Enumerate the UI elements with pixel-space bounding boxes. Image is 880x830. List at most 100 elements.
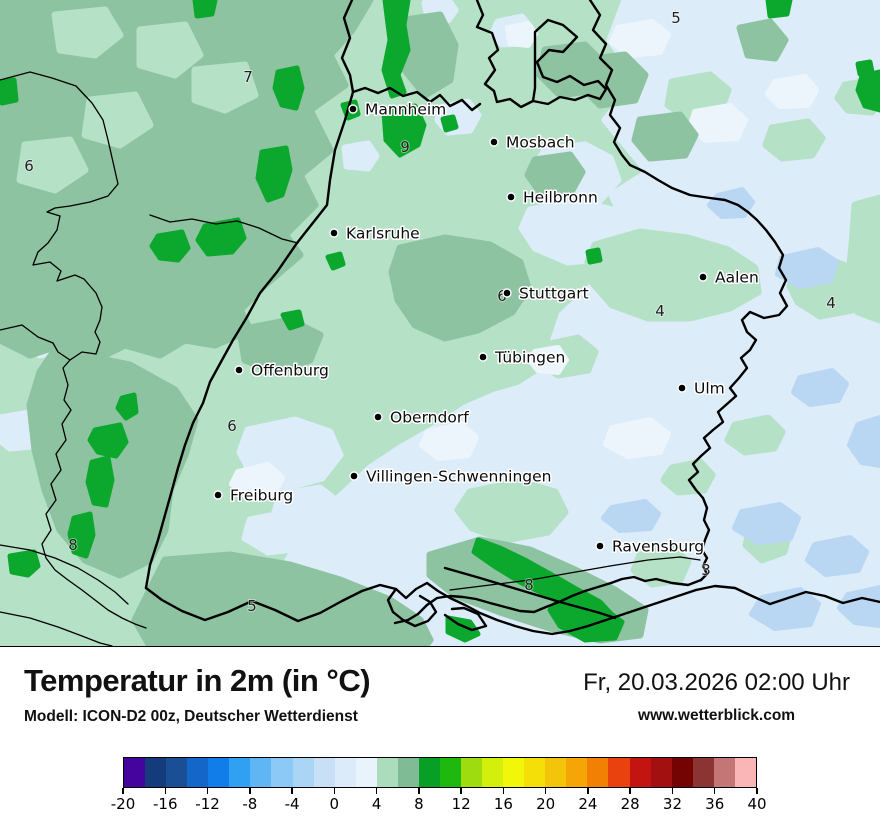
colorbar-tick-label: 24	[578, 795, 598, 813]
city-marker-t-bingen: Tübingen	[478, 347, 567, 368]
city-label: Ravensburg	[612, 538, 704, 556]
temperature-value-label: 9	[400, 138, 410, 156]
colorbar-tickmark	[713, 788, 716, 794]
colorbar-cell	[439, 758, 461, 787]
colorbar-tickmark	[587, 788, 589, 794]
colorbar-tickmark	[756, 788, 758, 794]
city-dot	[489, 137, 499, 147]
city-label: Oberndorf	[390, 409, 469, 427]
colorbar-cell	[587, 758, 609, 787]
temperature-value-label: 5	[671, 9, 681, 27]
colorbar-tickmark	[502, 788, 505, 794]
title-block: Temperatur in 2m (in °C) Modell: ICON-D2…	[24, 663, 371, 726]
colorbar-cell	[671, 758, 693, 787]
colorbar-tickmark	[206, 788, 209, 794]
city-marker-oberndorf: Oberndorf	[373, 407, 471, 428]
colorbar-tick-label: 20	[536, 795, 556, 813]
city-dot	[502, 288, 512, 298]
temperature-value-label: 6	[227, 417, 237, 435]
colorbar-cell	[713, 758, 735, 787]
city-marker-freiburg: Freiburg	[213, 485, 295, 506]
colorbar-cell	[292, 758, 314, 787]
city-dot	[234, 365, 244, 375]
colorbar-tickmark	[333, 788, 336, 794]
temperature-value-label: 4	[826, 294, 836, 312]
city-marker-aalen: Aalen	[698, 267, 760, 288]
forecast-datetime: Fr, 20.03.2026 02:00 Uhr	[583, 669, 850, 696]
city-label: Ulm	[694, 380, 725, 398]
temperature-value-label: 4	[655, 302, 665, 320]
colorbar-cell	[397, 758, 419, 787]
colorbar-tick-label: 40	[747, 795, 767, 813]
temperature-value-label: 5	[247, 597, 257, 615]
city-marker-offenburg: Offenburg	[234, 360, 330, 381]
temperature-value-label: 7	[243, 68, 253, 86]
colorbar-tick-label: 32	[662, 795, 682, 813]
city-marker-mosbach: Mosbach	[489, 132, 576, 153]
border-lines	[0, 0, 880, 647]
temperature-value-label: 3	[701, 561, 711, 579]
colorbar-tickmark	[629, 788, 631, 794]
cooler-blue-patches	[601, 187, 880, 631]
city-marker-stuttgart: Stuttgart	[502, 283, 590, 304]
dark-green-spots	[0, 0, 880, 643]
city-label: Freiburg	[230, 487, 293, 505]
city-label: Stuttgart	[519, 285, 589, 303]
city-dot	[595, 541, 605, 551]
info-panel: Temperatur in 2m (in °C) Modell: ICON-D2…	[0, 647, 880, 830]
colorbar-tickmark	[122, 788, 124, 794]
colorbar-tickmark	[460, 788, 462, 794]
temperature-value-layer: 5 7 6 9 6 4 4 6 8 5 8 3	[23, 8, 836, 616]
colorbar-tickmark	[544, 788, 547, 794]
temperature-value-label: 6	[497, 287, 507, 305]
temperature-colorbar	[123, 757, 757, 788]
colorbar-tick-label: -20	[110, 795, 136, 813]
temperature-value-label: 6	[24, 157, 34, 175]
city-dot	[478, 352, 488, 362]
colorbar-cell	[566, 758, 588, 787]
city-dot	[677, 383, 687, 393]
colorbar-cell	[482, 758, 504, 787]
website-text: www.wetterblick.com	[638, 707, 796, 724]
city-marker-heilbronn: Heilbronn	[506, 187, 599, 208]
colorbar-cell	[608, 758, 630, 787]
colorbar-cell	[187, 758, 209, 787]
city-label: Tübingen	[494, 349, 565, 367]
colorbar-tick-label: -8	[242, 795, 258, 813]
temperature-value-label: 8	[524, 576, 534, 594]
colorbar-cell	[545, 758, 567, 787]
temperature-map-svg: 5 7 6 9 6 4 4 6 8 5 8 3 Mannheim Mosbach Heilbronn Kar…	[0, 0, 880, 647]
colorbar-tick-label: 4	[371, 795, 382, 813]
colorbar-tick-label: 16	[493, 795, 513, 813]
city-dot	[348, 104, 358, 114]
colorbar-tick-label: 0	[329, 795, 340, 813]
colorbar-tick-label: -12	[195, 795, 220, 813]
colorbar-cell	[692, 758, 714, 787]
city-dot	[506, 192, 516, 202]
colorbar-tick-label: -4	[284, 795, 300, 813]
colorbar-tick-label: 12	[451, 795, 471, 813]
colorbar-tickmark	[291, 788, 293, 794]
map-area: 5 7 6 9 6 4 4 6 8 5 8 3 Mannheim Mosbach Heilbronn Kar…	[0, 0, 880, 647]
mild-green-patches	[454, 71, 880, 588]
city-label: Karlsruhe	[346, 225, 420, 243]
colorbar-tickmark	[671, 788, 674, 794]
colorbar-tick-label: -16	[153, 795, 178, 813]
colorbar-cell	[355, 758, 377, 787]
colorbar-cell	[145, 758, 167, 787]
colorbar-cell	[271, 758, 293, 787]
colorbar-tick-label: 28	[620, 795, 640, 813]
colorbar-cell	[124, 758, 146, 787]
colorbar-tickmark	[418, 788, 420, 794]
model-info: Modell: ICON-D2 00z, Deutscher Wetterdie…	[24, 708, 358, 725]
colorbar-tickmark	[249, 788, 251, 794]
colorbar-cell	[376, 758, 398, 787]
city-marker-layer: Mannheim Mosbach Heilbronn Karlsruhe Stuttga…	[213, 99, 760, 557]
colorbar-cell	[166, 758, 188, 787]
page-title: Temperatur in 2m (in °C)	[24, 663, 371, 698]
colorbar-tickmark	[164, 788, 167, 794]
cold-blue-regions	[0, 0, 880, 647]
colorbar-cell	[418, 758, 440, 787]
city-marker-karlsruhe: Karlsruhe	[329, 223, 421, 244]
